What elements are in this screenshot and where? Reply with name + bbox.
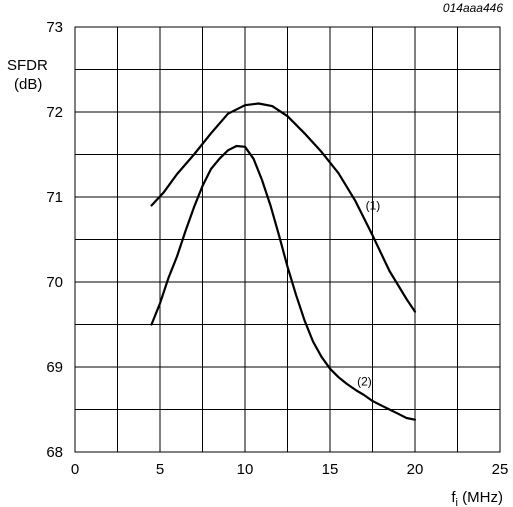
series-line-1 [150, 102, 417, 313]
figure-id: 014aaa446 [443, 1, 503, 15]
grid [75, 27, 500, 452]
x-tick-label: 5 [156, 461, 164, 478]
series-label-1: (1) [366, 198, 381, 212]
x-axis-label-unit: (MHz) [458, 489, 503, 506]
series-line-2 [150, 144, 417, 421]
x-tick-label: 20 [407, 461, 424, 478]
plot-frame [74, 26, 501, 453]
y-tick-label: 73 [46, 19, 63, 36]
y-tick-labels: 68 69 70 71 72 73 [46, 19, 63, 461]
x-axis-label: fi (MHz) [451, 489, 503, 507]
y-tick-label: 72 [46, 104, 63, 121]
y-axis-label-line2: (dB) [14, 76, 42, 93]
y-tick-label: 71 [46, 189, 63, 206]
y-axis-label-line1: SFDR [7, 57, 48, 74]
x-tick-label: 25 [492, 461, 509, 478]
x-axis-label-subscript: i [456, 497, 458, 507]
y-tick-label: 68 [46, 444, 63, 461]
series-label-2: (2) [357, 375, 372, 389]
x-tick-label: 10 [237, 461, 254, 478]
x-tick-labels: 0 5 10 15 20 25 [71, 461, 509, 478]
x-tick-label: 0 [71, 461, 79, 478]
x-axis-label-main: f [451, 489, 456, 506]
y-tick-label: 70 [46, 274, 63, 291]
x-tick-label: 15 [322, 461, 339, 478]
series-group: (1) (2) [150, 102, 417, 421]
y-tick-label: 69 [46, 359, 63, 376]
